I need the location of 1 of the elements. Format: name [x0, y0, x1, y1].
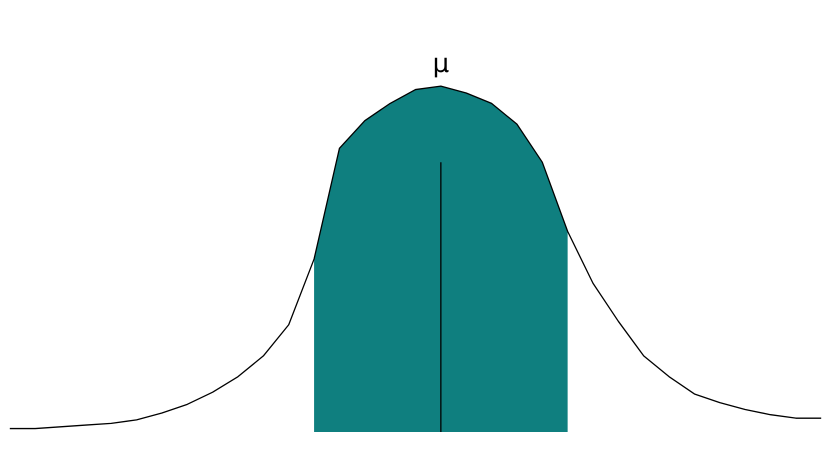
text: μ — [432, 49, 450, 80]
